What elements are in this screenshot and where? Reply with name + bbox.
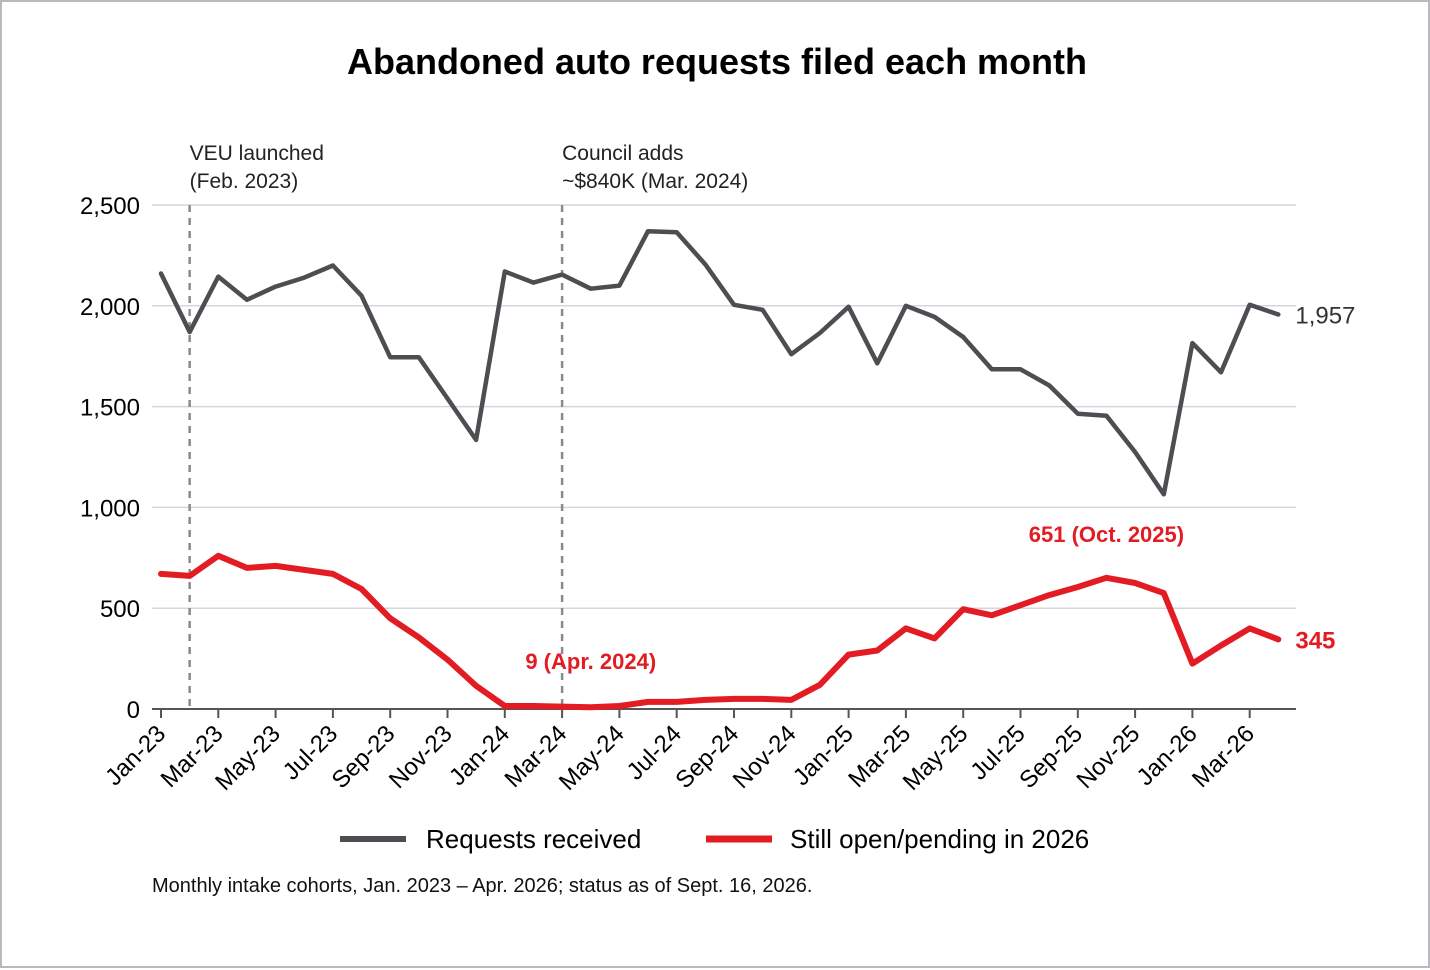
y-tick-label: 2,500 [80, 193, 140, 220]
x-tick-label: Sep-24 [670, 720, 744, 794]
y-tick-label: 1,000 [80, 495, 140, 522]
callout-label: 651 (Oct. 2025) [1029, 522, 1184, 547]
series-line-requests-received [158, 228, 1281, 497]
end-label: 345 [1295, 627, 1335, 654]
x-tick-label: May-23 [210, 720, 286, 796]
x-tick-label: Nov-25 [1072, 720, 1146, 794]
y-tick-label: 1,500 [80, 395, 140, 422]
x-tick-label: May-24 [554, 720, 630, 796]
x-tick-label: Nov-23 [384, 720, 458, 794]
x-tick-label: Mar-26 [1187, 720, 1260, 793]
y-tick-label: 0 [127, 697, 140, 724]
event-markers: VEU launched (Feb. 2023) Council adds ~$840… [188, 142, 748, 709]
series-line-still-open [158, 552, 1282, 711]
axes: 05001,0001,5002,0002,500Jan-23Mar-23May-… [80, 193, 1296, 796]
chart-note: Monthly intake cohorts, Jan. 2023 – Apr.… [152, 875, 812, 897]
chart-title: Abandoned auto requests filed each month [347, 41, 1087, 82]
y-tick-label: 500 [100, 596, 140, 623]
x-tick-label: Jan-23 [100, 720, 171, 791]
x-tick-label: Jan-26 [1132, 720, 1203, 791]
y-tick-label: 2,000 [80, 294, 140, 321]
legend-label: Requests received [426, 824, 641, 854]
x-tick-label: Sep-23 [327, 720, 401, 794]
callout-label: 9 (Apr. 2024) [525, 649, 656, 674]
legend: Requests received Still open/pending in 2… [340, 824, 1089, 854]
gridlines [152, 204, 1296, 609]
x-tick-label: Nov-24 [728, 720, 802, 794]
series-lines [158, 228, 1282, 711]
data-labels: 1,957 345 9 (Apr. 2024) 651 (Oct. 2025) [525, 302, 1355, 674]
event-label: Council adds [562, 142, 683, 165]
event-label: VEU launched [190, 142, 324, 165]
x-tick-label: Jan-24 [444, 720, 515, 791]
x-tick-label: May-25 [898, 720, 974, 796]
event-label: (Feb. 2023) [190, 170, 299, 193]
event-label: ~$840K (Mar. 2024) [562, 170, 748, 193]
legend-label: Still open/pending in 2026 [790, 824, 1089, 854]
x-tick-label: Jan-25 [788, 720, 859, 791]
x-tick-label: Sep-25 [1014, 720, 1088, 794]
end-label: 1,957 [1295, 302, 1355, 329]
